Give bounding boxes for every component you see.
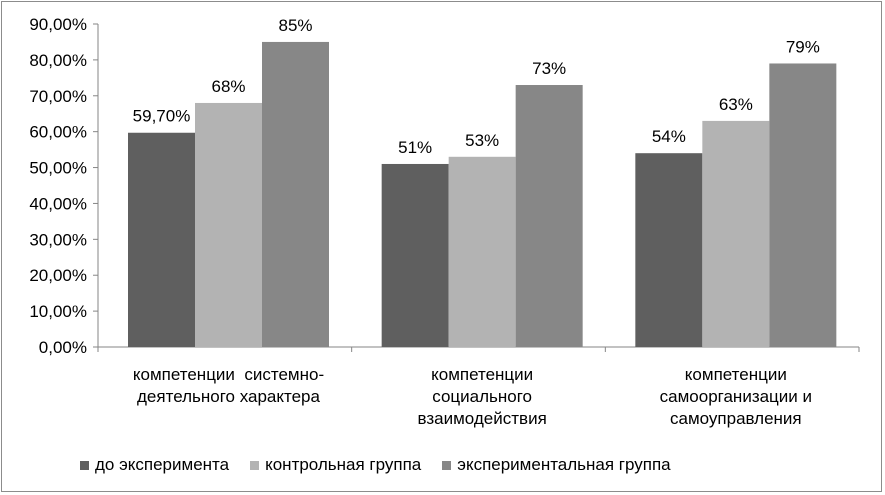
bar xyxy=(769,63,837,347)
x-category-label: компетенции социального взаимодействия xyxy=(367,364,597,430)
legend-item-control-group: контрольная группа xyxy=(250,455,421,475)
y-tick-label: 20,00% xyxy=(29,266,87,285)
data-label: 79% xyxy=(786,37,820,56)
bar xyxy=(515,85,583,347)
x-category-label-line: социального xyxy=(432,387,533,406)
x-category-label: компетенции самоорганизации и самоуправлен… xyxy=(621,364,851,430)
x-category-label-line: взаимодействия xyxy=(417,409,547,428)
legend-item-experimental-group: экспериментальная группа xyxy=(442,455,671,475)
data-label: 59,70% xyxy=(133,107,191,126)
bar xyxy=(128,132,195,347)
x-category-label-line: деятельного характера xyxy=(137,387,320,406)
y-tick-label: 40,00% xyxy=(29,194,87,213)
y-tick-label: 80,00% xyxy=(29,51,87,70)
bar xyxy=(702,120,770,348)
bar xyxy=(262,41,329,347)
legend-item-before-experiment: до эксперимента xyxy=(80,455,229,475)
data-label: 51% xyxy=(398,138,432,157)
x-category-label-line: компетенции xyxy=(431,365,534,384)
bar xyxy=(195,102,262,347)
y-tick-label: 50,00% xyxy=(29,159,87,178)
data-label: 63% xyxy=(719,95,753,114)
data-label: 73% xyxy=(532,59,566,78)
bar xyxy=(635,153,703,347)
legend-swatch xyxy=(250,460,260,470)
data-label: 85% xyxy=(278,16,312,35)
y-tick-label: 10,00% xyxy=(29,302,87,321)
legend-label: контрольная группа xyxy=(265,455,422,474)
legend-swatch xyxy=(442,460,452,470)
bar xyxy=(381,163,449,347)
legend-label: до эксперимента xyxy=(95,455,230,474)
data-label: 54% xyxy=(652,127,686,146)
y-tick-label: 0,00% xyxy=(39,338,87,357)
x-category-label-line: компетенции системно- xyxy=(132,365,325,384)
data-label: 53% xyxy=(465,131,499,150)
data-label: 68% xyxy=(211,77,245,96)
legend: до эксперимента контрольная группа экспе… xyxy=(80,455,692,475)
x-category-label: компетенции системно-деятельного характе… xyxy=(114,364,344,408)
x-category-label-line: самоорганизации и xyxy=(659,387,813,406)
x-category-label-line: самоуправления xyxy=(670,409,802,428)
x-category-label-line: компетенции xyxy=(684,365,787,384)
legend-swatch xyxy=(80,460,89,470)
y-tick-label: 70,00% xyxy=(29,87,87,106)
bar xyxy=(448,156,516,347)
y-tick-label: 60,00% xyxy=(29,123,87,142)
y-tick-label: 90,00% xyxy=(29,15,87,34)
y-tick-label: 30,00% xyxy=(29,230,87,249)
legend-label: экспериментальная группа xyxy=(457,455,671,474)
